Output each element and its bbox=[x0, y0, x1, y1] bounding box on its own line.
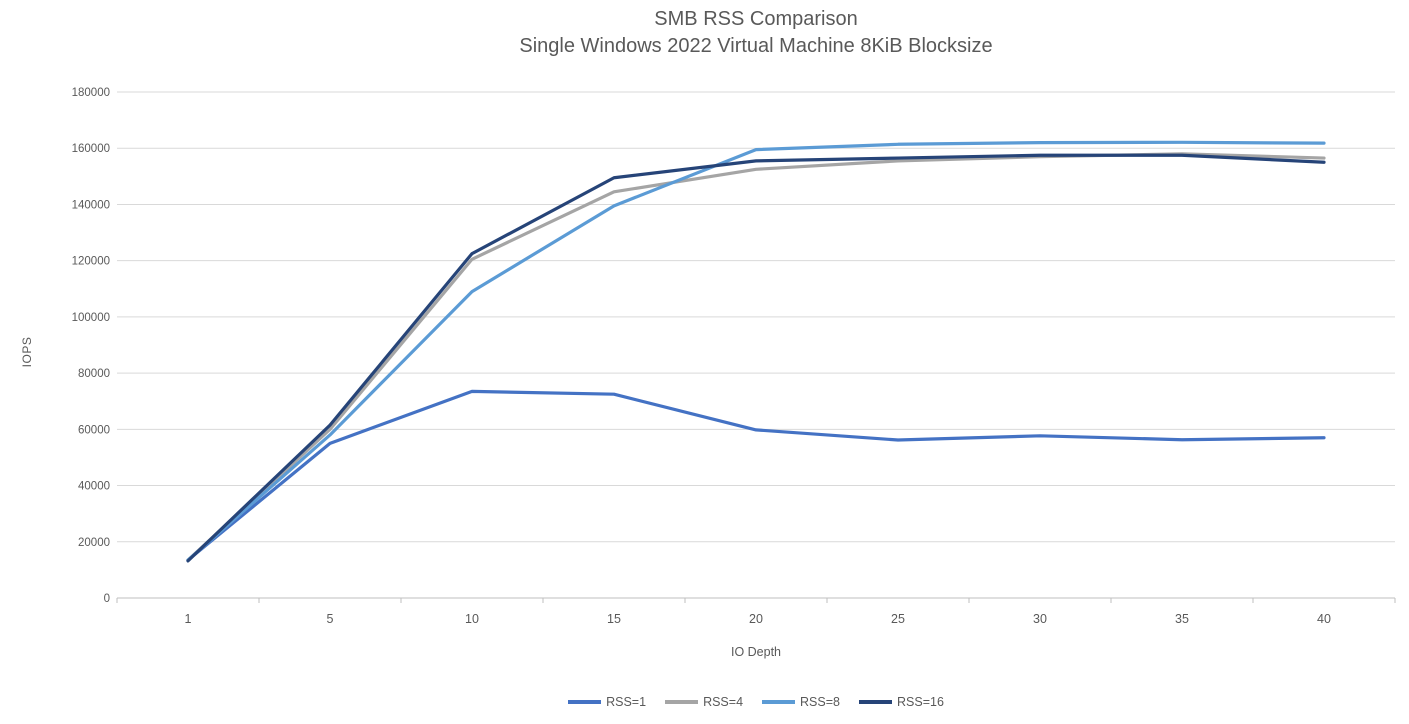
series-line-rss-8 bbox=[186, 140, 1326, 562]
x-tick-label: 25 bbox=[891, 612, 905, 626]
y-tick-label: 160000 bbox=[72, 143, 110, 155]
x-tick-label: 30 bbox=[1033, 612, 1047, 626]
x-tick-label: 1 bbox=[185, 612, 192, 626]
legend-line-swatch bbox=[568, 700, 602, 704]
legend-line-swatch bbox=[859, 700, 892, 704]
x-tick-label: 35 bbox=[1175, 612, 1189, 626]
series-line-rss-1 bbox=[186, 389, 1326, 562]
legend-item-rss-1: RSS=1 bbox=[568, 695, 646, 709]
x-tick-label: 40 bbox=[1317, 612, 1331, 626]
chart-title-block: SMB RSS Comparison Single Windows 2022 V… bbox=[117, 6, 1395, 60]
y-tick-label: 140000 bbox=[72, 199, 110, 211]
chart-title: SMB RSS Comparison bbox=[654, 8, 858, 30]
legend: RSS=1 RSS=4 RSS=8 RSS=16 bbox=[117, 695, 1395, 709]
y-tick-label: 20000 bbox=[78, 537, 110, 549]
y-tick-label: 120000 bbox=[72, 256, 110, 268]
legend-line-swatch bbox=[665, 700, 699, 704]
legend-line-swatch bbox=[762, 700, 796, 704]
y-tick-label: 180000 bbox=[72, 87, 110, 99]
legend-label: RSS=1 bbox=[606, 695, 647, 709]
chart-subtitle: Single Windows 2022 Virtual Machine 8KiB… bbox=[519, 35, 993, 57]
x-tick-label: 5 bbox=[327, 612, 334, 626]
series-line-rss-16 bbox=[186, 153, 1326, 563]
x-tick-label: 15 bbox=[607, 612, 621, 626]
y-tick-label: 40000 bbox=[78, 481, 110, 493]
y-tick-label: 60000 bbox=[78, 424, 110, 436]
legend-label: RSS=8 bbox=[800, 695, 840, 709]
legend-item-rss-16: RSS=16 bbox=[859, 695, 944, 709]
x-tick-label: 10 bbox=[465, 612, 479, 626]
x-tick-label: 20 bbox=[749, 612, 763, 626]
x-axis-title: IO Depth bbox=[730, 645, 782, 659]
y-axis-title: IOPS bbox=[20, 336, 34, 368]
y-tick-label: 80000 bbox=[78, 368, 110, 380]
y-tick-label: 100000 bbox=[72, 312, 110, 324]
legend-item-rss-8: RSS=8 bbox=[762, 695, 840, 709]
y-tick-label: 0 bbox=[104, 593, 110, 605]
legend-label: RSS=4 bbox=[703, 695, 744, 709]
legend-label: RSS=16 bbox=[897, 695, 944, 709]
legend-item-rss-4: RSS=4 bbox=[665, 695, 743, 709]
series-line-rss-4 bbox=[186, 152, 1326, 562]
